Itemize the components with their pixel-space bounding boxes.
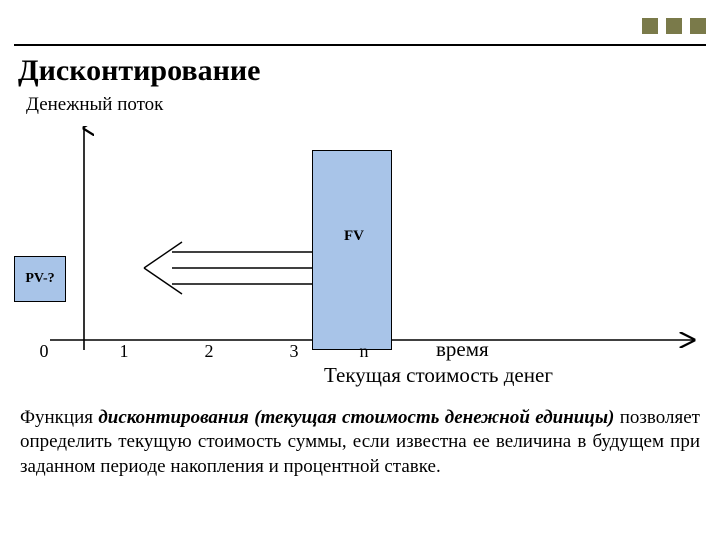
page-title: Дисконтирование — [18, 54, 260, 88]
pv-label: PV-? — [25, 271, 54, 287]
fv-bar — [312, 150, 392, 350]
tick-n: n — [360, 341, 369, 362]
x-axis-label: время — [436, 337, 489, 362]
top-rule — [14, 44, 706, 46]
square-icon — [666, 18, 682, 34]
corner-decor — [638, 18, 706, 39]
desc-emph: дисконтирования (текущая стоимость денеж… — [98, 407, 614, 428]
tick-0: 0 — [40, 341, 49, 362]
cashflow-diagram: FV PV-? 0123n время Текущая стоимость де… — [14, 120, 706, 380]
square-icon — [690, 18, 706, 34]
tick-1: 1 — [120, 341, 129, 362]
diagram-subtitle: Текущая стоимость денег — [324, 363, 553, 388]
discount-arrow-icon — [142, 238, 312, 298]
y-axis-icon — [74, 126, 94, 350]
pv-bar: PV-? — [14, 256, 66, 302]
desc-lead: Функция — [20, 407, 98, 428]
fv-label: FV — [324, 228, 384, 245]
square-icon — [642, 18, 658, 34]
y-axis-label: Денежный поток — [26, 94, 163, 116]
description: Функция дисконтирования (текущая стоимос… — [20, 406, 700, 479]
tick-3: 3 — [290, 341, 299, 362]
tick-2: 2 — [205, 341, 214, 362]
